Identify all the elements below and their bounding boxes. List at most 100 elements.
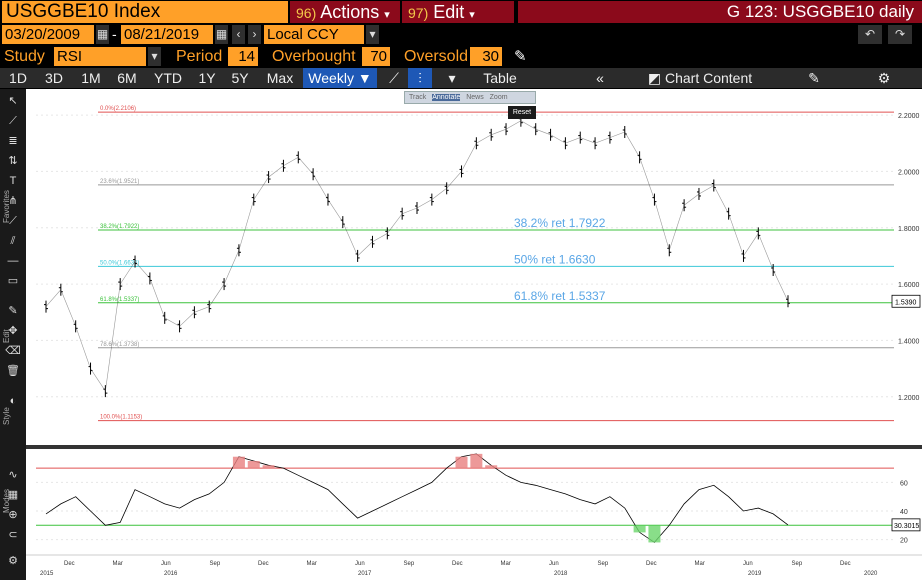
rsi-overbought-fill <box>455 456 468 469</box>
period-label: Period <box>176 48 223 65</box>
tab-1y[interactable]: 1Y <box>198 70 216 86</box>
x-month-label: Mar <box>695 561 705 567</box>
study-select[interactable]: RSI <box>54 47 146 66</box>
tab-ytd[interactable]: YTD <box>154 70 182 86</box>
page-title: G 123: USGGBE10 daily <box>518 1 922 23</box>
tab-6m[interactable]: 6M <box>117 70 137 86</box>
actions-menu-button[interactable]: 96) Actions ▾ <box>290 1 400 23</box>
trash-icon[interactable]: 🗑 <box>6 365 20 377</box>
annotate-button[interactable]: Annotate <box>432 94 461 101</box>
color-icon[interactable]: ◐ <box>9 395 17 407</box>
chart-area[interactable]: 2.2000 2.0000 1.8000 1.6000 1.4000 1.2000 0.0%… <box>26 89 922 580</box>
fib-level-label: 100.0%(1.1153) <box>100 415 142 421</box>
edit-side-label: Edit <box>2 329 11 343</box>
pencil-icon[interactable]: ✎ <box>514 48 527 65</box>
frequency-select[interactable]: Weekly ▼ <box>303 68 377 88</box>
pen-icon[interactable]: ✎ <box>8 305 18 317</box>
x-month-label: Jun <box>743 561 753 567</box>
magnet-icon[interactable]: ⊂ <box>8 529 18 541</box>
shape-icon[interactable]: ▭ <box>7 275 19 287</box>
x-year-label: 2020 <box>864 571 878 577</box>
currency-select[interactable]: Local CCY <box>264 25 364 44</box>
reset-button[interactable]: Reset <box>508 106 536 119</box>
cursor-icon[interactable]: ↖ <box>8 95 18 107</box>
move-icon[interactable]: ✥ <box>8 325 18 337</box>
period-input[interactable]: 14 <box>228 47 258 66</box>
previous-arrow-icon[interactable]: ‹ <box>232 25 245 44</box>
oversold-input[interactable]: 30 <box>470 47 502 66</box>
rsi-line <box>45 453 789 543</box>
fib-level-label: 38.2%(1.7922) <box>100 224 139 230</box>
chevron-down-icon[interactable]: ▾ <box>366 25 379 44</box>
fib-level-label: 50.0%(1.6630) <box>100 260 139 266</box>
tab-3d[interactable]: 3D <box>45 70 63 86</box>
retracement-annotation: 38.2% ret 1.7922 <box>514 216 606 230</box>
wave-icon[interactable]: ∿ <box>8 469 18 481</box>
x-month-label: Dec <box>64 561 75 567</box>
y-tick-label: 1.2000 <box>898 395 920 402</box>
table-button[interactable]: Table <box>483 70 517 86</box>
pattern-icon[interactable]: ▦ <box>7 489 19 501</box>
last-rsi-box <box>891 518 921 532</box>
calendar-icon[interactable]: ▦ <box>215 25 228 44</box>
collapse-left-icon[interactable]: « <box>596 70 604 86</box>
fib-level-label: 23.6%(1.9521) <box>100 179 139 185</box>
rsi-overbought-fill <box>485 465 498 469</box>
study-label: Study <box>4 48 45 65</box>
rsi-tick-label: 60 <box>900 480 908 487</box>
frequency-label: Weekly <box>308 70 354 86</box>
calendar-icon[interactable]: ▦ <box>96 25 109 44</box>
x-month-label: Jun <box>549 561 559 567</box>
y-tick-label: 1.6000 <box>898 282 920 289</box>
gear-icon[interactable]: ⚙ <box>877 70 891 86</box>
x-month-label: Dec <box>258 561 269 567</box>
track-button[interactable]: Track <box>409 94 427 101</box>
date-range-bar: 03/20/2009 ▦ - 08/21/2019 ▦ ‹ › Local CC… <box>0 25 922 44</box>
pitchfork-icon[interactable]: ⋔ <box>8 195 18 207</box>
tab-max[interactable]: Max <box>266 70 294 86</box>
brush-icon[interactable]: ⟋ <box>9 215 17 227</box>
text-icon[interactable]: T <box>9 175 17 187</box>
undo-icon[interactable]: ↶ <box>858 25 882 44</box>
trendline-icon[interactable]: ⟋ <box>9 115 17 127</box>
triangle-down-icon: ▼ <box>357 70 372 86</box>
tab-5y[interactable]: 5Y <box>231 70 249 86</box>
chevron-down-icon: ▾ <box>469 9 475 21</box>
ticker-field[interactable]: USGGBE10 Index <box>2 1 288 23</box>
y-tick-label: 2.0000 <box>898 169 920 176</box>
erase-icon[interactable]: ⌫ <box>5 345 21 357</box>
tab-1m[interactable]: 1M <box>81 70 101 86</box>
retracement-annotation: 50% ret 1.6630 <box>514 252 596 266</box>
level-icon[interactable]: ⇅ <box>8 155 18 167</box>
end-date-input[interactable]: 08/21/2019 <box>121 25 213 44</box>
gear-icon[interactable]: ⚙ <box>8 555 18 567</box>
x-month-label: Sep <box>792 561 803 567</box>
start-date-input[interactable]: 03/20/2009 <box>2 25 94 44</box>
horizontal-line-icon[interactable]: — <box>7 255 19 267</box>
crosshair-icon[interactable]: ⊕ <box>8 509 18 521</box>
last-price-box <box>891 294 921 308</box>
tab-1d[interactable]: 1D <box>9 70 27 86</box>
chevron-down-icon[interactable]: ▾ <box>448 70 456 86</box>
fibonacci-icon[interactable]: ≣ <box>8 135 18 147</box>
redo-icon[interactable]: ↷ <box>888 25 912 44</box>
channel-icon[interactable]: ⫽ <box>10 235 16 247</box>
chart-content-button[interactable]: ◩ Chart Content <box>640 68 760 88</box>
x-month-label: Mar <box>307 561 317 567</box>
fib-level-label: 61.8%(1.5337) <box>100 297 139 303</box>
panel-separator <box>26 445 922 449</box>
next-arrow-icon[interactable]: › <box>248 25 261 44</box>
header-bar: USGGBE10 Index 96) Actions ▾ 97) Edit ▾ … <box>0 0 922 24</box>
zoom-button[interactable]: Zoom <box>489 94 508 101</box>
chart-content-label: Chart Content <box>664 70 753 86</box>
line-chart-icon[interactable]: ⟋ <box>389 70 399 86</box>
overbought-input[interactable]: 70 <box>362 47 390 66</box>
edit-menu-button[interactable]: 97) Edit ▾ <box>402 1 514 23</box>
edit-chart-icon[interactable]: ✎ <box>808 70 820 86</box>
price-line <box>45 120 789 392</box>
drawing-toolbar: ↖ ⟋ ≣ ⇅ T ⋔ ⟋ ⫽ — ▭ ✎ ✥ ⌫ 🗑 ◐ ∿ ▦ ⊕ ⊂ ⚙ … <box>0 89 26 580</box>
chevron-down-icon[interactable]: ▾ <box>148 47 161 66</box>
edit-label: Edit <box>433 2 465 22</box>
bar-chart-icon[interactable]: ⫶ <box>408 68 432 88</box>
news-button[interactable]: News <box>466 94 484 101</box>
